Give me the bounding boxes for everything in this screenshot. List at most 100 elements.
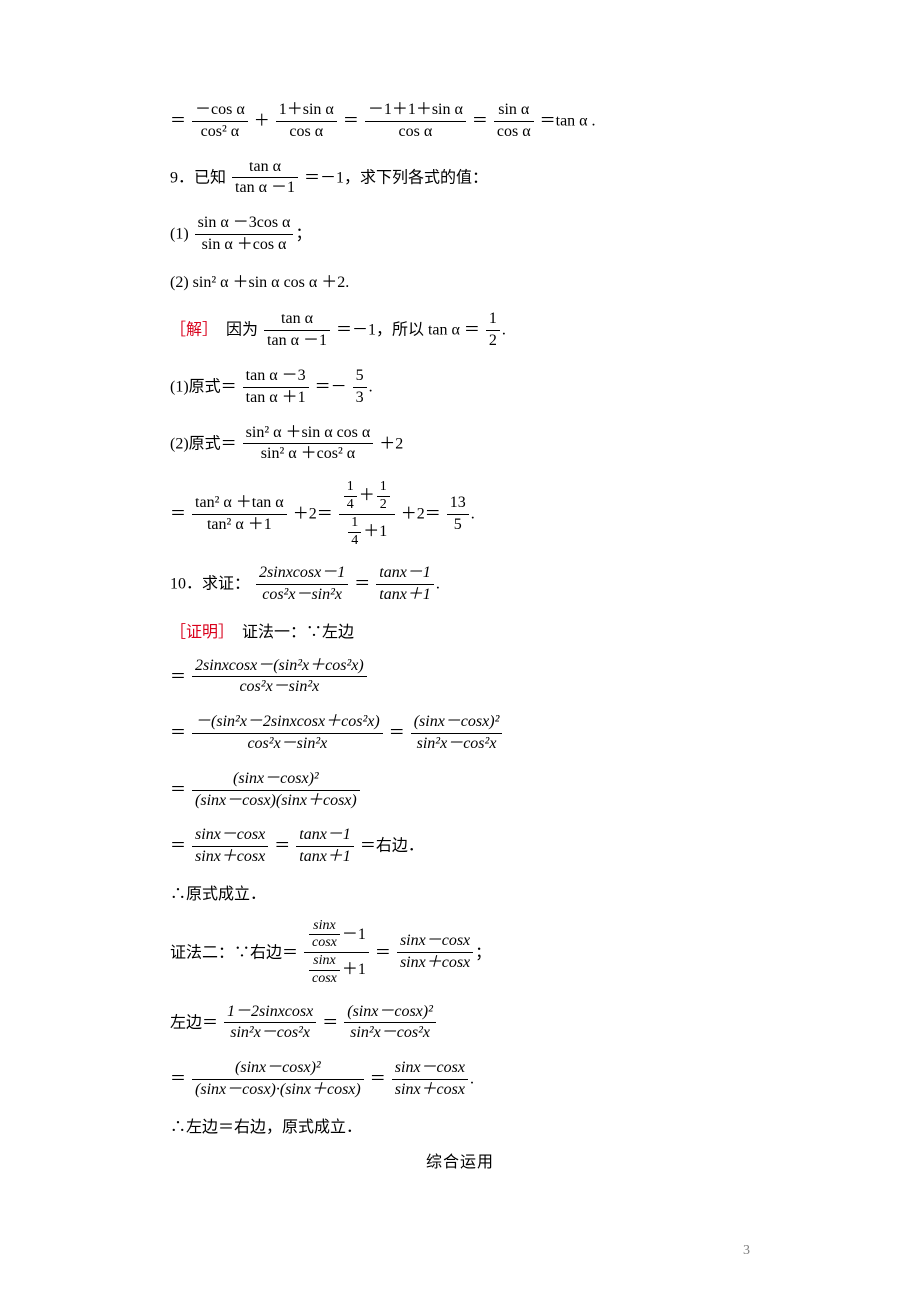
frac: 1－2sinxcosx sin²x－cos²x bbox=[224, 1002, 316, 1045]
tail: ； bbox=[475, 944, 491, 961]
frac: sin² α ＋sin α cos α sin² α ＋cos² α bbox=[243, 423, 374, 466]
proof-10-3: ＝ (sinx－cosx)² (sinx－cosx)(sinx＋cosx) bbox=[170, 769, 750, 812]
eq: ＝ bbox=[375, 944, 391, 961]
tail: ＝tan α . bbox=[540, 113, 596, 130]
eq: ＝ bbox=[170, 113, 186, 130]
proof-10-7: 左边＝ 1－2sinxcosx sin²x－cos²x ＝ (sinx－cosx… bbox=[170, 1002, 750, 1045]
inner-frac: sinx cosx bbox=[309, 918, 340, 953]
frac: tan² α ＋tan α tan² α ＋1 bbox=[192, 493, 287, 536]
tail: . bbox=[470, 1071, 474, 1088]
frac: sinx－cosx sinx＋cosx bbox=[397, 931, 473, 974]
label: (1) bbox=[170, 226, 189, 243]
eq: ＝ bbox=[170, 838, 186, 855]
eq: ＝ bbox=[170, 725, 186, 742]
frac: tan α tan α －1 bbox=[232, 157, 298, 200]
frac: 1 2 bbox=[486, 309, 500, 352]
eq: ＝ bbox=[343, 113, 359, 130]
eq: ＝ bbox=[170, 781, 186, 798]
frac: (sinx－cosx)² (sinx－cosx)(sinx＋cosx) bbox=[192, 769, 360, 812]
inner-frac: 1 4 bbox=[344, 479, 357, 514]
frac: (sinx－cosx)² (sinx－cosx)·(sinx＋cosx) bbox=[192, 1058, 364, 1101]
footer-text: 综合运用 bbox=[426, 1154, 494, 1171]
proof-10-6: 证法二：∵右边＝ sinx cosx －1 sinx cosx ＋1 ＝ sin… bbox=[170, 918, 750, 988]
solution-9-head: ［解］ 因为 tan α tan α －1 ＝－1，所以 tan α ＝ 1 2… bbox=[170, 309, 750, 352]
text: ＝－1，所以 tan α ＝ bbox=[336, 322, 480, 339]
solution-9-2a: (2)原式＝ sin² α ＋sin α cos α sin² α ＋cos² … bbox=[170, 423, 750, 466]
text: ＋2＝ bbox=[401, 505, 441, 522]
tail: . bbox=[471, 505, 475, 522]
frac: (sinx－cosx)² sin²x－cos²x bbox=[411, 712, 503, 755]
frac: sinx－cosx sinx＋cosx bbox=[392, 1058, 468, 1101]
tail: ＋2 bbox=[379, 435, 403, 452]
q9-tail: ＝－1，求下列各式的值： bbox=[304, 169, 488, 186]
frac: tan α tan α －1 bbox=[264, 309, 330, 352]
label: (1)原式＝ bbox=[170, 378, 237, 395]
label: (2)原式＝ bbox=[170, 435, 237, 452]
frac: 5 3 bbox=[353, 366, 367, 409]
solution-9-1: (1)原式＝ tan α －3 tan α ＋1 ＝－ 5 3 . bbox=[170, 366, 750, 409]
text: ＋2＝ bbox=[293, 505, 333, 522]
eq: ＝ bbox=[170, 668, 186, 685]
text: ∴原式成立． bbox=[170, 886, 266, 903]
eq: ＝ bbox=[170, 1071, 186, 1088]
question-10: 10．求证： 2sinxcosx－1 cos²x－sin²x ＝ tanx－1 … bbox=[170, 563, 750, 606]
q9-head: 9．已知 bbox=[170, 169, 226, 186]
nested-frac: 1 4 ＋ 1 2 1 4 ＋1 bbox=[339, 479, 395, 549]
frac: 13 5 bbox=[447, 493, 469, 536]
frac: tan α －3 tan α ＋1 bbox=[243, 366, 309, 409]
proof-head: ［证明］ 证法一：∵左边 bbox=[170, 620, 750, 646]
text: 左边＝ bbox=[170, 1014, 218, 1031]
op: ＋ bbox=[254, 113, 270, 130]
inner-frac: sinx cosx bbox=[309, 953, 340, 988]
frac: (sinx－cosx)² sin²x－cos²x bbox=[344, 1002, 436, 1045]
frac: sin α －3cos α sin α ＋cos α bbox=[195, 213, 294, 256]
tail: . bbox=[502, 322, 506, 339]
proof-label: ［证明］ bbox=[170, 624, 226, 641]
text: (2) sin² α ＋sin α cos α ＋2. bbox=[170, 274, 349, 291]
equation-line-1: ＝ －cos α cos² α ＋ 1＋sin α cos α ＝ －1＋1＋s… bbox=[170, 100, 750, 143]
frac: －cos α cos² α bbox=[192, 100, 248, 143]
eq: ＝ bbox=[274, 838, 290, 855]
solution-label: ［解］ bbox=[170, 322, 210, 339]
eq: ＝ bbox=[354, 576, 370, 593]
text: 证法一：∵左边 bbox=[226, 624, 354, 641]
q9-part1: (1) sin α －3cos α sin α ＋cos α ； bbox=[170, 213, 750, 256]
proof-10-4: ＝ sinx－cosx sinx＋cosx ＝ tanx－1 tanx＋1 ＝右… bbox=[170, 825, 750, 868]
frac: －(sin²x－2sinxcosx＋cos²x) cos²x－sin²x bbox=[192, 712, 383, 755]
tail: ； bbox=[295, 226, 311, 243]
text: 因为 bbox=[210, 322, 258, 339]
text: 证法二：∵右边＝ bbox=[170, 944, 298, 961]
eq: ＝－ bbox=[315, 378, 347, 395]
eq: ＝ bbox=[322, 1014, 338, 1031]
eq: ＝ bbox=[389, 725, 405, 742]
proof-10-9: ∴左边＝右边，原式成立． bbox=[170, 1115, 750, 1141]
nested-frac: sinx cosx －1 sinx cosx ＋1 bbox=[304, 918, 369, 988]
q9-part2: (2) sin² α ＋sin α cos α ＋2. bbox=[170, 270, 750, 296]
solution-9-2b: ＝ tan² α ＋tan α tan² α ＋1 ＋2＝ 1 4 ＋ 1 2 … bbox=[170, 479, 750, 549]
inner-frac: 1 2 bbox=[377, 479, 390, 514]
page-number: 3 bbox=[743, 1240, 750, 1262]
proof-10-5: ∴原式成立． bbox=[170, 882, 750, 908]
frac: sinx－cosx sinx＋cosx bbox=[192, 825, 268, 868]
frac: －1＋1＋sin α cos α bbox=[365, 100, 466, 143]
eq: ＝ bbox=[472, 113, 488, 130]
eq: ＝ bbox=[370, 1071, 386, 1088]
question-9: 9．已知 tan α tan α －1 ＝－1，求下列各式的值： bbox=[170, 157, 750, 200]
frac: tanx－1 tanx＋1 bbox=[376, 563, 434, 606]
proof-10-8: ＝ (sinx－cosx)² (sinx－cosx)·(sinx＋cosx) ＝… bbox=[170, 1058, 750, 1101]
tail: ＝右边． bbox=[360, 838, 424, 855]
frac: sin α cos α bbox=[494, 100, 534, 143]
tail: . bbox=[369, 378, 373, 395]
text: ∴左边＝右边，原式成立． bbox=[170, 1119, 362, 1136]
frac: 2sinxcosx－1 cos²x－sin²x bbox=[256, 563, 348, 606]
proof-10-2: ＝ －(sin²x－2sinxcosx＋cos²x) cos²x－sin²x ＝… bbox=[170, 712, 750, 755]
footer-title: 综合运用 bbox=[170, 1150, 750, 1176]
eq: ＝ bbox=[170, 505, 186, 522]
frac: tanx－1 tanx＋1 bbox=[296, 825, 354, 868]
frac: 1＋sin α cos α bbox=[276, 100, 337, 143]
q10-head: 10．求证： bbox=[170, 576, 250, 593]
frac: 2sinxcosx－(sin²x＋cos²x) cos²x－sin²x bbox=[192, 656, 367, 699]
tail: . bbox=[436, 576, 440, 593]
inner-frac: 1 4 bbox=[348, 515, 361, 550]
proof-10-1: ＝ 2sinxcosx－(sin²x＋cos²x) cos²x－sin²x bbox=[170, 656, 750, 699]
